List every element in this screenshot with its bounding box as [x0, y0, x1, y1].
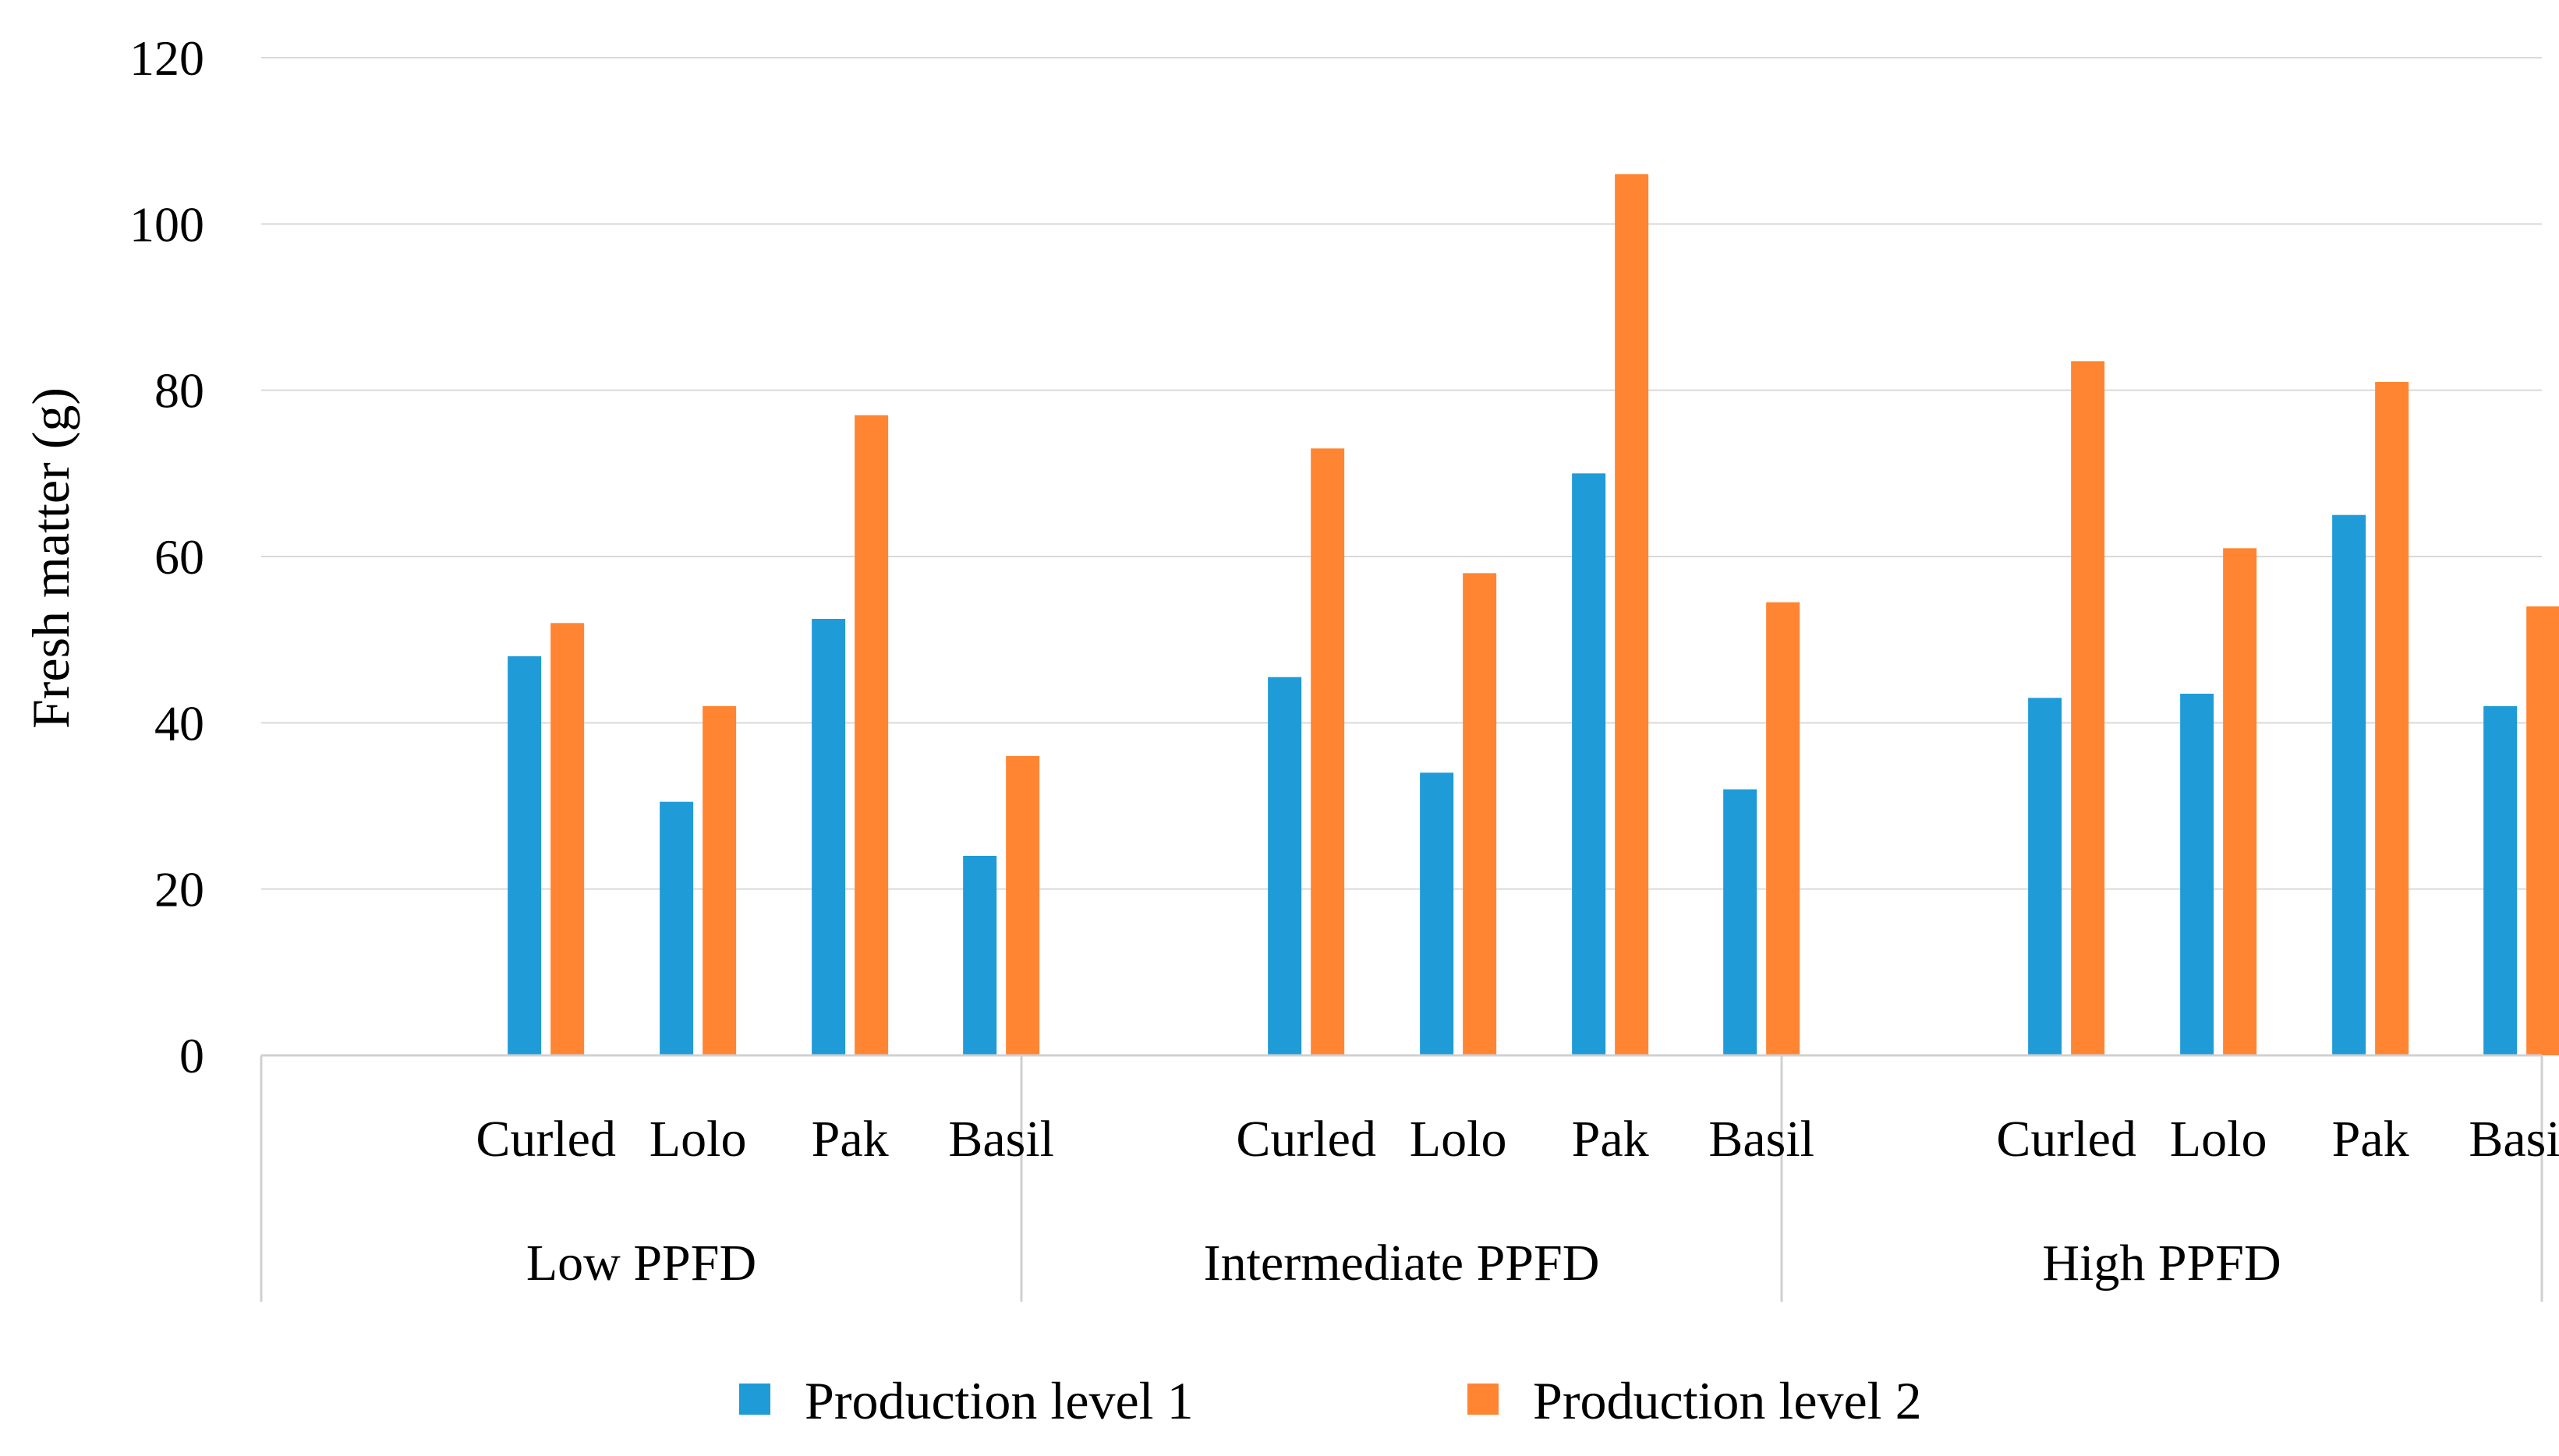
bar-production-level-1-high-ppfd-pak — [2332, 514, 2366, 1055]
category-label: Pak — [2332, 1111, 2409, 1168]
category-axis: Curled Lolo Pak Basil Low PPFD Curled Lolo Pak B… — [260, 1054, 2559, 1302]
bar-production-level-1-intermediate-ppfd-pak — [1572, 473, 1606, 1055]
category-label: Curled — [1236, 1111, 1376, 1168]
category-label: Basil — [2469, 1111, 2559, 1168]
category-label: Curled — [1996, 1111, 2136, 1168]
bar-production-level-2-intermediate-ppfd-pak — [1615, 174, 1649, 1055]
y-tick-label: 0 — [179, 1028, 204, 1083]
bar-production-level-1-intermediate-ppfd-basil — [1723, 789, 1757, 1055]
bar-production-level-1-low-ppfd-pak — [812, 619, 846, 1055]
bar-production-level-2-high-ppfd-basil — [2526, 606, 2559, 1055]
bar-production-level-2-low-ppfd-basil — [1006, 756, 1040, 1055]
bar-production-level-1-low-ppfd-curled — [508, 656, 542, 1055]
y-tick-label: 100 — [129, 196, 204, 252]
legend-swatch — [1467, 1384, 1499, 1415]
bar-production-level-2-low-ppfd-pak — [855, 415, 889, 1055]
category-label: Pak — [812, 1111, 889, 1168]
bar-production-level-1-high-ppfd-lolo — [2180, 694, 2214, 1055]
bars — [508, 174, 2559, 1055]
category-label: Lolo — [2170, 1111, 2267, 1168]
bar-production-level-2-high-ppfd-lolo — [2223, 548, 2257, 1055]
bar-production-level-2-intermediate-ppfd-curled — [1311, 448, 1345, 1055]
bar-production-level-1-high-ppfd-curled — [2028, 698, 2062, 1055]
bar-production-level-1-high-ppfd-basil — [2483, 706, 2518, 1055]
bar-production-level-2-low-ppfd-curled — [550, 623, 585, 1055]
category-label: Basil — [1708, 1111, 1814, 1168]
bar-production-level-1-low-ppfd-basil — [963, 856, 997, 1055]
bar-production-level-1-intermediate-ppfd-lolo — [1420, 772, 1454, 1055]
bar-production-level-2-intermediate-ppfd-lolo — [1463, 573, 1497, 1055]
legend-swatch — [739, 1384, 770, 1415]
category-label: Lolo — [649, 1111, 747, 1168]
bar-production-level-1-low-ppfd-lolo — [660, 801, 694, 1055]
y-tick-label: 80 — [154, 363, 204, 419]
bar-production-level-2-low-ppfd-lolo — [703, 706, 737, 1055]
gridlines — [261, 57, 2542, 890]
bar-production-level-2-intermediate-ppfd-basil — [1766, 602, 1800, 1055]
y-tick-label: 60 — [154, 529, 204, 585]
group-label: Low PPFD — [526, 1235, 756, 1292]
group-label: Intermediate PPFD — [1204, 1235, 1600, 1292]
y-tick-label: 120 — [129, 30, 204, 86]
y-tick-label: 20 — [154, 862, 204, 917]
category-label: Pak — [1572, 1111, 1649, 1168]
y-tick-labels: 0 20 40 60 80 100 120 — [129, 30, 204, 1083]
bar-production-level-1-intermediate-ppfd-curled — [1268, 677, 1302, 1055]
group-label: High PPFD — [2042, 1235, 2281, 1292]
legend-label: Production level 1 — [805, 1371, 1194, 1430]
category-label: Lolo — [1410, 1111, 1507, 1168]
category-label: Basil — [948, 1111, 1054, 1168]
bar-production-level-2-high-ppfd-curled — [2071, 361, 2105, 1055]
legend-label: Production level 2 — [1533, 1371, 1922, 1430]
y-axis-title: Fresh matter (g) — [21, 387, 80, 729]
bar-production-level-2-high-ppfd-pak — [2375, 382, 2409, 1055]
y-tick-label: 40 — [154, 695, 204, 751]
legend: Production level 1 Production level 2 — [739, 1371, 1922, 1430]
category-label: Curled — [476, 1111, 616, 1168]
